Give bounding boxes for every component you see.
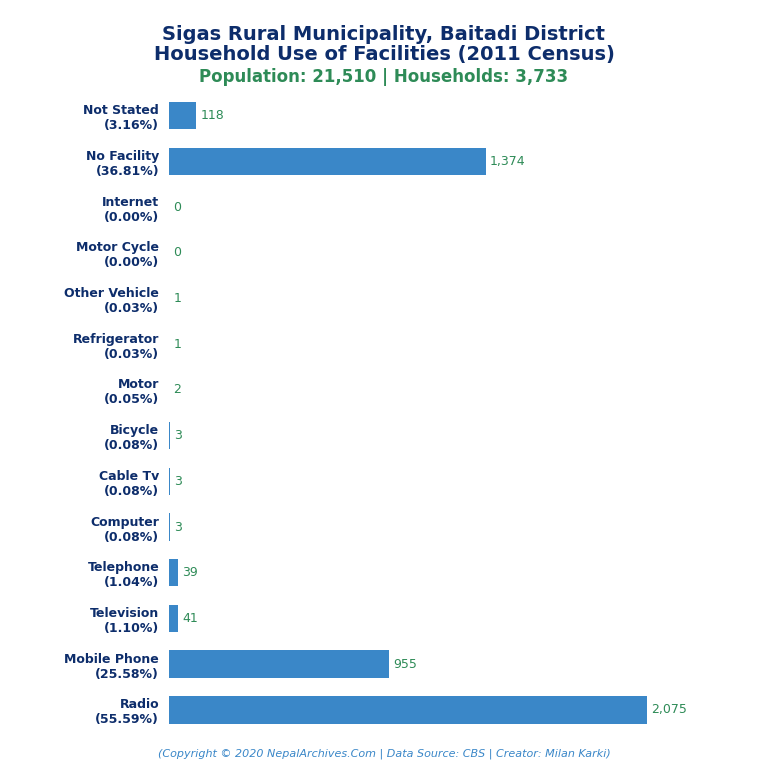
Bar xyxy=(169,696,647,723)
Text: Household Use of Facilities (2011 Census): Household Use of Facilities (2011 Census… xyxy=(154,45,614,64)
Text: 39: 39 xyxy=(182,566,198,579)
Text: 0: 0 xyxy=(173,200,181,214)
Bar xyxy=(169,147,485,175)
Text: Sigas Rural Municipality, Baitadi District: Sigas Rural Municipality, Baitadi Distri… xyxy=(163,25,605,44)
Text: (Copyright © 2020 NepalArchives.Com | Data Source: CBS | Creator: Milan Karki): (Copyright © 2020 NepalArchives.Com | Da… xyxy=(157,748,611,759)
Bar xyxy=(169,102,196,130)
Text: Population: 21,510 | Households: 3,733: Population: 21,510 | Households: 3,733 xyxy=(200,68,568,85)
Bar xyxy=(169,604,178,632)
Bar xyxy=(169,559,178,587)
Text: 1: 1 xyxy=(174,292,181,305)
Text: 3: 3 xyxy=(174,521,182,534)
Text: 0: 0 xyxy=(173,247,181,260)
Text: 955: 955 xyxy=(393,657,417,670)
Text: 2,075: 2,075 xyxy=(651,703,687,717)
Bar xyxy=(169,650,389,678)
Text: 1,374: 1,374 xyxy=(490,155,525,168)
Text: 3: 3 xyxy=(174,429,182,442)
Text: 2: 2 xyxy=(174,383,181,396)
Text: 41: 41 xyxy=(183,612,198,625)
Text: 3: 3 xyxy=(174,475,182,488)
Text: 118: 118 xyxy=(200,109,224,122)
Text: 1: 1 xyxy=(174,338,181,351)
